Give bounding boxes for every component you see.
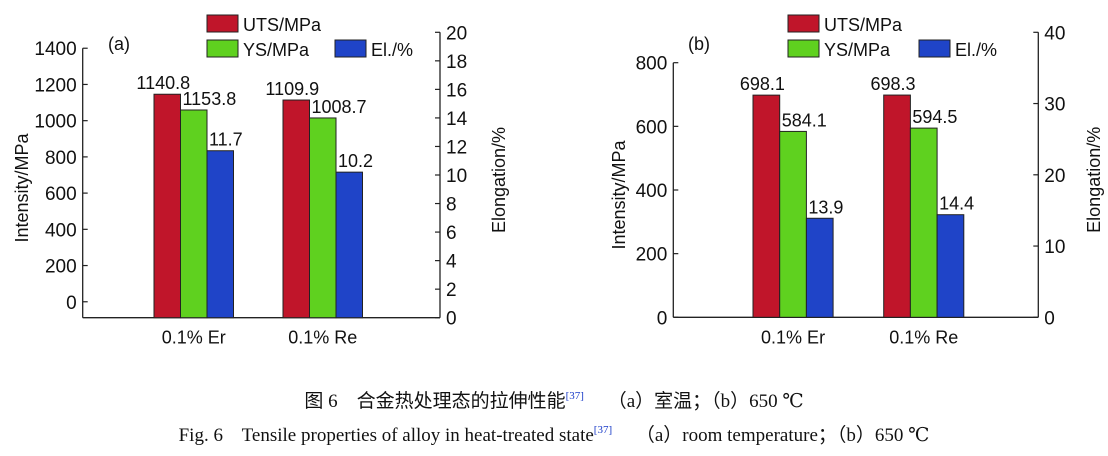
caption-en-sub: （a）room temperature；（b）650 ℃ <box>635 425 930 446</box>
caption-english: Fig. 6 Tensile properties of alloy in he… <box>0 420 1108 447</box>
chart-b-bar-ys <box>909 127 938 318</box>
chart-b-legend-swatch <box>918 39 951 58</box>
chart-b-legend-label: UTS/MPa <box>824 15 903 35</box>
chart-b-legend-label: El./% <box>955 40 997 60</box>
chart-a-y-axis-title: Intensity/MPa <box>12 132 32 242</box>
chart-b-panel-label: (b) <box>688 34 710 54</box>
chart-a-right-tick-label: 10 <box>446 166 467 187</box>
chart-a-data-label: 1008.7 <box>312 97 367 117</box>
chart-a-right-tick-label: 0 <box>446 309 457 330</box>
caption-cn-sub: （a）室温；（b）650 ℃ <box>607 391 804 412</box>
chart-a-left-tick-label: 1400 <box>34 39 76 60</box>
chart-b-bar-ys <box>779 130 807 318</box>
chart-b-right-tick-label: 10 <box>1044 237 1065 258</box>
chart-a-y2-axis-title: Elongation/% <box>489 127 509 233</box>
chart-b-left-tick-label: 200 <box>636 245 668 266</box>
chart-a-right-tick-label: 12 <box>446 137 467 158</box>
chart-a-bar-ys <box>309 117 337 319</box>
chart-b-left-tick-label: 600 <box>636 117 668 138</box>
chart-a-left-tick-label: 1200 <box>34 75 76 96</box>
chart-b-data-label: 698.1 <box>740 74 785 94</box>
chart-a-category-label: 0.1% Re <box>288 328 357 348</box>
chart-a-legend-swatch <box>206 14 239 33</box>
caption-en-ref[interactable]: [37] <box>593 424 613 436</box>
chart-b-y-axis-title: Intensity/MPa <box>609 139 629 249</box>
chart-a-legend-label: El./% <box>371 40 413 60</box>
chart-b-data-label: 14.4 <box>939 194 974 214</box>
chart-a-legend-swatch <box>206 39 239 58</box>
chart-b-data-label: 584.1 <box>782 110 827 130</box>
chart-a-legend-label: UTS/MPa <box>243 15 322 35</box>
chart-a-bar-uts <box>153 93 181 319</box>
chart-a-legend-label: YS/MPa <box>243 40 310 60</box>
chart-b-category-label: 0.1% Re <box>889 327 958 347</box>
chart-a-right-tick-label: 4 <box>446 252 457 273</box>
chart-a-left-tick-label: 200 <box>45 257 77 278</box>
caption-chinese: 图 6 合金热处理态的拉伸性能[37] （a）室温；（b）650 ℃ <box>0 386 1108 413</box>
chart-a-bar-el <box>335 171 363 319</box>
chart-b-legend-swatch <box>787 39 820 58</box>
chart-a-right-tick-label: 8 <box>446 195 457 216</box>
chart-a-right-tick-label: 20 <box>446 23 467 44</box>
chart-b-right-tick-label: 0 <box>1044 308 1055 329</box>
chart-a-panel-label: (a) <box>108 34 130 54</box>
chart-a-left-tick-label: 1000 <box>34 112 76 133</box>
chart-a-data-label: 1140.8 <box>136 73 190 93</box>
chart-b-data-label: 594.5 <box>912 107 957 127</box>
chart-a-data-label: 10.2 <box>338 151 373 171</box>
chart-b-legend-label: YS/MPa <box>824 40 891 60</box>
chart-b-data-label: 698.3 <box>871 74 916 94</box>
chart-a-right-tick-label: 6 <box>446 223 457 244</box>
chart-a-left-tick-label: 0 <box>66 293 77 314</box>
chart-b-right-tick-label: 30 <box>1044 95 1065 116</box>
chart-b-right-tick-label: 40 <box>1044 23 1065 44</box>
chart-b-bar-el <box>805 217 834 318</box>
chart-b-bar-el <box>936 214 965 318</box>
chart-a-left-tick-label: 800 <box>45 148 77 169</box>
chart-a-right-tick-label: 2 <box>446 280 457 301</box>
chart-b-y2-axis-title: Elongation/% <box>1084 127 1104 233</box>
chart-b-left-tick-label: 800 <box>636 54 668 75</box>
chart-a-left-tick-label: 400 <box>45 220 77 241</box>
chart-b-bar-uts <box>752 94 781 318</box>
chart-a-data-label: 1109.9 <box>265 79 319 99</box>
chart-a-legend-swatch <box>334 39 367 58</box>
chart-a-right-tick-label: 16 <box>446 80 467 101</box>
caption-en-title: Tensile properties of alloy in heat-trea… <box>241 425 594 446</box>
chart-a-bar-ys <box>180 109 208 319</box>
chart-a-right-tick-label: 14 <box>446 109 468 130</box>
chart-b-legend-swatch <box>787 14 820 33</box>
chart-b-left-tick-label: 0 <box>657 308 668 329</box>
caption-cn-ref[interactable]: [37] <box>565 390 584 402</box>
chart-b-category-label: 0.1% Er <box>761 327 825 347</box>
chart-a-right-tick-label: 18 <box>446 52 467 73</box>
chart-a-left-tick-label: 600 <box>45 184 77 205</box>
chart-b-right-tick-label: 20 <box>1044 166 1065 187</box>
chart-a-data-label: 1153.8 <box>183 89 237 109</box>
chart-a-category-label: 0.1% Er <box>162 328 226 348</box>
chart-b-left-tick-label: 400 <box>636 181 668 202</box>
caption-cn-fig: 图 6 <box>304 391 338 412</box>
chart-a-bar-el <box>206 150 234 319</box>
chart-a-data-label: 11.7 <box>209 130 243 150</box>
caption-en-fig: Fig. 6 <box>178 425 223 446</box>
chart-b-data-label: 13.9 <box>808 197 843 217</box>
chart-a-bar-uts <box>282 99 310 319</box>
caption-cn-title: 合金热处理态的拉伸性能 <box>356 391 566 412</box>
chart-b-bar-uts <box>883 94 911 318</box>
